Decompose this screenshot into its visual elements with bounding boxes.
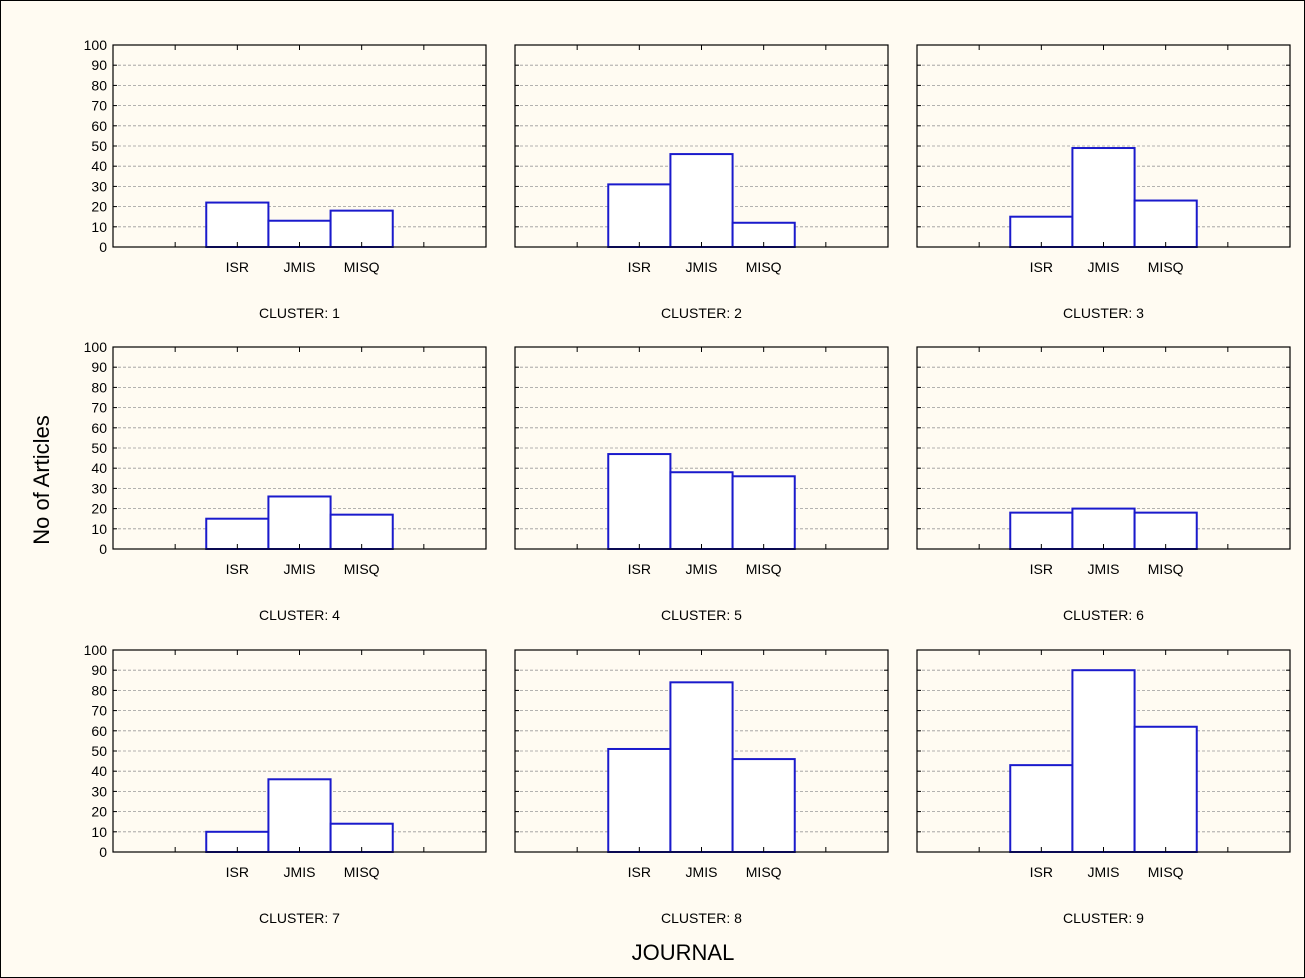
y-tick-label-7: 0 <box>99 844 107 860</box>
y-tick-label-7: 30 <box>91 783 107 799</box>
y-tick-label-4: 40 <box>91 460 107 476</box>
panel-title-1: CLUSTER: 1 <box>259 305 340 321</box>
y-tick-label-4: 0 <box>99 541 107 557</box>
bar-c3-jmis <box>1071 147 1136 249</box>
panel-title-5: CLUSTER: 5 <box>661 607 742 623</box>
bar-c3-misq <box>1133 199 1198 248</box>
x-tick-label-7-jmis: JMIS <box>284 864 316 880</box>
bar-c6-jmis <box>1071 507 1136 551</box>
x-tick-label-2-jmis: JMIS <box>686 259 718 275</box>
bar-c8-isr <box>607 747 672 853</box>
y-tick-label-1: 60 <box>91 118 107 134</box>
bar-c9-jmis <box>1071 669 1136 854</box>
x-tick-label-3-jmis: JMIS <box>1088 259 1120 275</box>
bar-c4-misq <box>329 513 394 550</box>
x-tick-label-1-isr: ISR <box>226 259 249 275</box>
x-tick-label-6-jmis: JMIS <box>1088 561 1120 577</box>
y-tick-label-7: 50 <box>91 743 107 759</box>
panel-title-4: CLUSTER: 4 <box>259 607 340 623</box>
panel-title-6: CLUSTER: 6 <box>1063 607 1144 623</box>
y-tick-label-1: 80 <box>91 77 107 93</box>
bar-c8-jmis <box>669 681 734 853</box>
y-tick-label-1: 40 <box>91 158 107 174</box>
bar-c5-isr <box>607 453 672 550</box>
x-tick-label-6-isr: ISR <box>1030 561 1053 577</box>
x-tick-label-5-misq: MISQ <box>746 561 782 577</box>
x-tick-label-5-isr: ISR <box>628 561 651 577</box>
bar-c5-jmis <box>669 471 734 550</box>
y-tick-label-1: 0 <box>99 239 107 255</box>
bar-c8-misq <box>731 758 796 854</box>
panel-title-3: CLUSTER: 3 <box>1063 305 1144 321</box>
y-tick-label-1: 30 <box>91 178 107 194</box>
x-tick-label-1-jmis: JMIS <box>284 259 316 275</box>
x-tick-label-9-jmis: JMIS <box>1088 864 1120 880</box>
y-tick-label-7: 90 <box>91 662 107 678</box>
y-tick-label-7: 60 <box>91 723 107 739</box>
x-tick-label-8-jmis: JMIS <box>686 864 718 880</box>
x-tick-label-1-misq: MISQ <box>344 259 380 275</box>
x-tick-label-5-jmis: JMIS <box>686 561 718 577</box>
y-axis-title: No of Articles <box>29 415 54 545</box>
y-tick-label-4: 80 <box>91 379 107 395</box>
panel-title-7: CLUSTER: 7 <box>259 910 340 926</box>
bar-c6-isr <box>1009 511 1074 551</box>
x-tick-label-2-misq: MISQ <box>746 259 782 275</box>
bar-c7-jmis <box>267 778 332 854</box>
x-tick-label-3-isr: ISR <box>1030 259 1053 275</box>
y-tick-label-4: 70 <box>91 400 107 416</box>
y-tick-label-1: 10 <box>91 219 107 235</box>
x-tick-label-9-isr: ISR <box>1030 864 1053 880</box>
bar-c9-isr <box>1009 764 1074 854</box>
bar-c4-jmis <box>267 495 332 551</box>
panel-title-9: CLUSTER: 9 <box>1063 910 1144 926</box>
y-tick-label-7: 40 <box>91 763 107 779</box>
bar-c2-isr <box>607 183 672 249</box>
y-tick-label-4: 10 <box>91 521 107 537</box>
x-tick-label-8-misq: MISQ <box>746 864 782 880</box>
y-tick-label-1: 100 <box>84 37 108 53</box>
y-tick-label-4: 100 <box>84 339 108 355</box>
y-tick-label-4: 30 <box>91 480 107 496</box>
y-tick-label-1: 70 <box>91 98 107 114</box>
y-tick-label-1: 90 <box>91 57 107 73</box>
y-tick-label-1: 20 <box>91 199 107 215</box>
x-tick-label-9-misq: MISQ <box>1148 864 1184 880</box>
y-tick-label-7: 100 <box>84 642 108 658</box>
y-tick-label-7: 20 <box>91 804 107 820</box>
y-tick-label-1: 50 <box>91 138 107 154</box>
x-tick-label-8-isr: ISR <box>628 864 651 880</box>
y-tick-label-4: 90 <box>91 359 107 375</box>
bar-c9-misq <box>1133 725 1198 854</box>
bar-c1-isr <box>205 201 270 248</box>
x-tick-label-2-isr: ISR <box>628 259 651 275</box>
y-tick-label-4: 20 <box>91 501 107 517</box>
x-tick-label-3-misq: MISQ <box>1148 259 1184 275</box>
y-tick-label-7: 80 <box>91 682 107 698</box>
x-tick-label-4-misq: MISQ <box>344 561 380 577</box>
x-tick-label-4-isr: ISR <box>226 561 249 577</box>
x-tick-label-6-misq: MISQ <box>1148 561 1184 577</box>
bar-c1-misq <box>329 209 394 248</box>
y-tick-label-4: 60 <box>91 420 107 436</box>
x-tick-label-7-misq: MISQ <box>344 864 380 880</box>
bar-c5-misq <box>731 475 796 550</box>
panel-title-2: CLUSTER: 2 <box>661 305 742 321</box>
bar-c6-misq <box>1133 511 1198 551</box>
y-tick-label-7: 70 <box>91 703 107 719</box>
panel-title-8: CLUSTER: 8 <box>661 910 742 926</box>
y-tick-label-4: 50 <box>91 440 107 456</box>
y-tick-label-7: 10 <box>91 824 107 840</box>
bar-c2-jmis <box>669 153 734 248</box>
x-axis-title: JOURNAL <box>632 940 735 965</box>
x-tick-label-7-isr: ISR <box>226 864 249 880</box>
x-tick-label-4-jmis: JMIS <box>284 561 316 577</box>
